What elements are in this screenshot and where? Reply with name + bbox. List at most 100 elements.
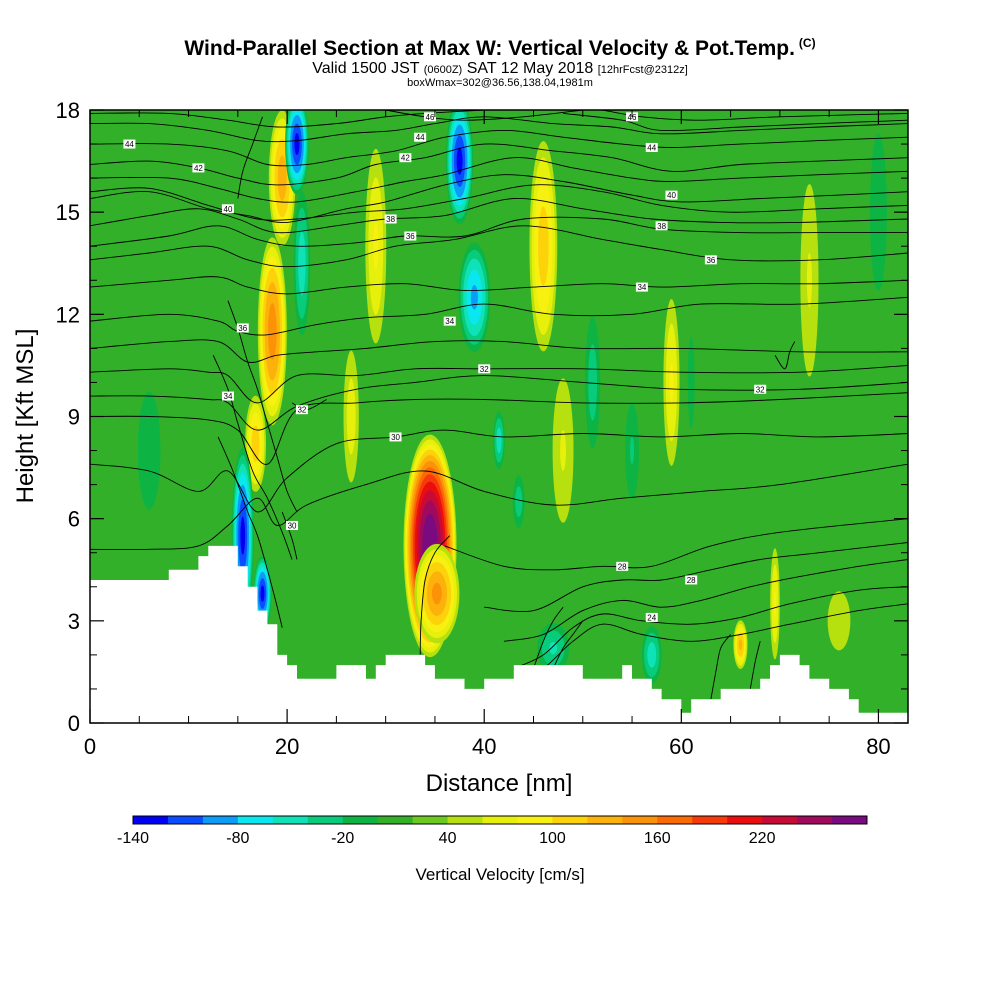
velocity-feature <box>245 395 267 492</box>
theta-contour-line <box>90 463 908 551</box>
velocity-level <box>298 231 306 296</box>
theta-contour-label: 32 <box>295 405 308 415</box>
velocity-level <box>806 253 813 308</box>
theta-contour-label: 34 <box>221 391 234 401</box>
colorbar-swatch <box>587 816 623 824</box>
terrain-fill <box>90 545 908 723</box>
theta-label-box <box>645 142 658 152</box>
velocity-feature <box>827 591 851 651</box>
colorbar-label: -20 <box>331 830 354 847</box>
chart-title-text: Wind-Parallel Section at Max W: Vertical… <box>184 37 795 60</box>
velocity-level <box>277 155 287 201</box>
colorbar-swatch <box>797 816 833 824</box>
theta-label-box <box>655 221 668 231</box>
theta-label-box <box>221 391 234 401</box>
theta-label-box <box>704 255 717 265</box>
velocity-level <box>549 641 558 655</box>
theta-label-text: 38 <box>386 215 395 224</box>
y-tick-label: 3 <box>68 609 80 634</box>
velocity-level <box>456 147 463 175</box>
theta-contour-label: 36 <box>236 323 249 333</box>
velocity-feature <box>493 411 505 470</box>
theta-contour-label: 42 <box>192 163 205 173</box>
velocity-level <box>294 133 300 155</box>
theta-label-text: 34 <box>445 317 454 326</box>
velocity-feature <box>445 110 474 225</box>
colorbar-swatch <box>307 816 344 824</box>
colorbar-label: 220 <box>749 830 776 847</box>
velocity-feature <box>137 391 161 510</box>
theta-label-text: 36 <box>706 256 715 265</box>
colorbar-label: 160 <box>644 830 671 847</box>
colorbar-swatch <box>517 816 553 824</box>
colorbar-swatch <box>377 816 414 824</box>
theta-label-text: 32 <box>756 385 765 394</box>
velocity-level <box>560 430 567 471</box>
theta-contour-line <box>217 436 283 628</box>
theta-contour-label: 30 <box>389 432 402 442</box>
theta-contour-line <box>90 276 908 295</box>
theta-contour-label: 32 <box>754 384 767 394</box>
velocity-level <box>687 336 695 429</box>
colorbar-swatch <box>167 816 204 824</box>
theta-contour-label: 36 <box>704 255 717 265</box>
theta-contour-line <box>281 511 298 560</box>
velocity-feature <box>584 316 601 449</box>
y-tick-label: 12 <box>56 302 80 327</box>
theta-contour-label: 40 <box>221 204 234 214</box>
theta-label-text: 32 <box>480 365 489 374</box>
velocity-level <box>669 362 674 403</box>
forecast-info: [12hrFcst@2312z] <box>597 64 688 76</box>
x-tick-label: 0 <box>84 734 96 759</box>
colorbar-swatch <box>237 816 274 824</box>
valid-time: Valid 1500 JST <box>312 60 420 77</box>
theta-label-box <box>616 561 629 571</box>
colorbar-swatch <box>552 816 588 824</box>
theta-contour-line <box>419 535 451 655</box>
theta-contour-label: 24 <box>645 612 658 622</box>
theta-contour-line <box>513 603 908 683</box>
velocity-feature <box>770 548 780 660</box>
theta-contour-label: 46 <box>424 112 437 122</box>
velocity-level <box>827 591 851 651</box>
theta-contour-line <box>552 620 584 669</box>
x-tick-label: 80 <box>866 734 890 759</box>
theta-contour-line <box>90 184 908 221</box>
velocity-level <box>267 303 277 360</box>
colorbar-swatch <box>762 816 798 824</box>
theta-contour-line <box>90 216 908 247</box>
colorbar-label: -80 <box>226 830 249 847</box>
velocity-feature <box>625 402 640 499</box>
theta-label-box <box>295 405 308 415</box>
theta-contour-line <box>533 606 564 669</box>
theta-label-box <box>286 520 299 530</box>
theta-contour-line <box>90 116 908 143</box>
velocity-level <box>470 285 478 310</box>
theta-contour-label: 44 <box>414 132 427 142</box>
velocity-feature <box>512 475 525 529</box>
velocity-level <box>630 436 635 465</box>
theta-contour-label: 36 <box>404 231 417 241</box>
velocity-level <box>260 585 265 602</box>
velocity-feature <box>552 378 574 523</box>
theta-label-box <box>645 612 658 622</box>
colorbar-swatch <box>133 816 169 824</box>
theta-label-text: 40 <box>224 205 233 214</box>
x-tick-label: 20 <box>275 734 299 759</box>
theta-contour-line <box>444 518 908 571</box>
theta-label-box <box>389 432 402 442</box>
velocity-feature <box>663 299 680 466</box>
velocity-level <box>496 427 502 454</box>
colorbar-swatch <box>202 816 239 824</box>
theta-label-text: 30 <box>288 521 297 530</box>
theta-label-box <box>399 153 412 163</box>
theta-label-text: 28 <box>687 576 696 585</box>
theta-label-text: 46 <box>628 113 637 122</box>
theta-label-text: 24 <box>647 613 656 622</box>
velocity-feature <box>869 133 887 291</box>
colorbar-swatch <box>622 816 658 824</box>
theta-label-text: 36 <box>238 324 247 333</box>
colorbar-swatch <box>727 816 763 824</box>
colorbar-swatch <box>342 816 379 824</box>
velocity-level <box>773 590 777 618</box>
